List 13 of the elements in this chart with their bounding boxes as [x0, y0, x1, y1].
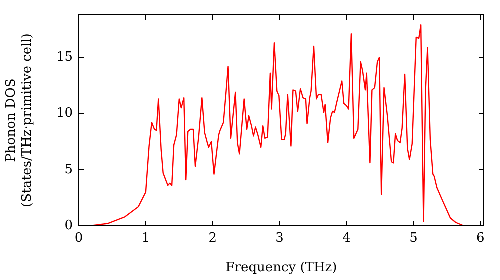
x-tick-label: 4 — [342, 231, 351, 246]
y-tick-label: 5 — [64, 162, 73, 178]
x-tick-label: 5 — [410, 231, 418, 246]
y-axis-title: Phonon DOS (States/THz·primitive cell) — [4, 33, 35, 208]
y-tick-label: 10 — [56, 106, 73, 122]
x-tick-label: 1 — [142, 231, 150, 246]
x-tick-label: 3 — [276, 231, 284, 246]
x-axis-title: Frequency (THz) — [226, 260, 338, 276]
y-tick-label: 0 — [64, 218, 73, 234]
x-tick-label: 6 — [476, 231, 485, 246]
y-tick-label: 15 — [56, 50, 73, 66]
x-tick-label: 0 — [74, 231, 84, 246]
x-tick-label: 2 — [208, 231, 218, 246]
